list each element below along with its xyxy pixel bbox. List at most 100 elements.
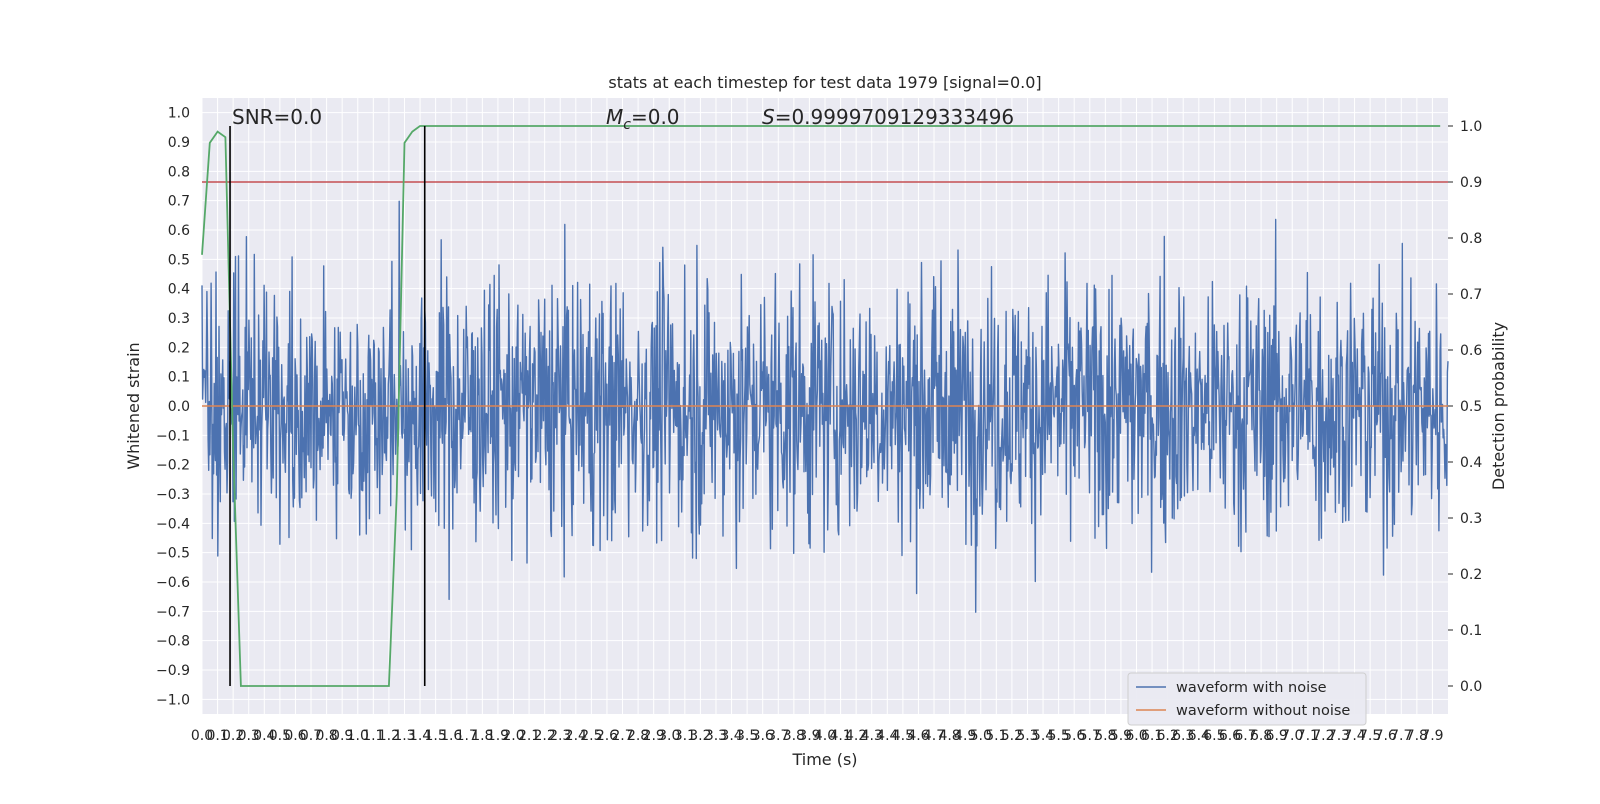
x-tick-label: 3.0 [658,728,680,744]
x-tick-label: 6.5 [1203,728,1225,744]
x-tick-label: 6.4 [1188,728,1210,744]
y-tick-label: 0.3 [168,311,190,327]
y-right-tick-label: 0.2 [1460,567,1482,583]
x-tick-label: 6.3 [1172,728,1194,744]
x-tick-label: 2.8 [627,728,649,744]
x-tick-label: 0.8 [315,728,337,744]
x-tick-label: 7.6 [1375,728,1397,744]
x-tick-label: 1.9 [487,728,509,744]
x-tick-label: 5.9 [1110,728,1132,744]
legend-label-clean: waveform without noise [1176,703,1350,719]
chirp-mass-annotation: Mc=0.0 [606,105,680,133]
x-tick-label: 2.2 [534,728,556,744]
x-tick-label: 2.7 [611,728,633,744]
y-tick-label: −0.4 [156,516,190,532]
x-tick-label: 7.8 [1406,728,1428,744]
chirp-mass-symbol: M [606,105,623,129]
y-right-tick-label: 1.0 [1460,119,1482,135]
x-tick-label: 3.3 [705,728,727,744]
x-tick-label: 0.5 [269,728,291,744]
chirp-mass-value: =0.0 [631,105,680,129]
y-tick-label: 1.0 [168,106,190,122]
x-tick-label: 4.1 [829,728,851,744]
x-tick-label: 5.5 [1047,728,1069,744]
x-tick-label: 2.4 [565,728,587,744]
score-value: =0.9999709129333496 [775,105,1014,129]
tick-layer: 0.00.10.20.30.40.50.60.70.80.91.01.11.21… [156,106,1482,744]
series-line-detection-probability [201,125,1441,687]
x-tick-label: 6.2 [1157,728,1179,744]
y-tick-label: 0.6 [168,223,190,239]
chart-title: stats at each timestep for test data 197… [608,73,1041,92]
y-right-tick-label: 0.4 [1460,455,1482,471]
x-tick-label: 3.2 [689,728,711,744]
legend-label-noise: waveform with noise [1176,680,1327,696]
x-tick-label: 3.4 [720,728,742,744]
score-annotation: S=0.9999709129333496 [762,105,1014,129]
x-tick-label: 0.2 [222,728,244,744]
y-axis-label: Whitened strain [124,342,143,469]
y-right-tick-label: 0.6 [1460,343,1482,359]
x-tick-label: 7.9 [1421,728,1443,744]
y-right-tick-label: 0.7 [1460,287,1482,303]
x-tick-label: 4.0 [814,728,836,744]
x-tick-label: 3.9 [798,728,820,744]
data-layer [201,125,1449,687]
x-tick-label: 3.1 [674,728,696,744]
x-tick-label: 5.3 [1016,728,1038,744]
y-tick-label: −0.7 [156,604,190,620]
x-tick-label: 5.4 [1032,728,1054,744]
legend-box [1127,672,1367,726]
x-tick-label: 1.6 [440,728,462,744]
x-tick-label: 0.9 [331,728,353,744]
x-tick-label: 5.1 [985,728,1007,744]
x-tick-label: 7.2 [1312,728,1334,744]
x-axis-label: Time (s) [791,750,857,769]
x-tick-label: 6.0 [1125,728,1147,744]
x-tick-label: 4.4 [876,728,898,744]
x-tick-label: 1.3 [393,728,415,744]
x-tick-label: 0.1 [206,728,228,744]
y-tick-label: 0.9 [168,135,190,151]
x-tick-label: 6.7 [1234,728,1256,744]
x-tick-label: 4.6 [907,728,929,744]
y-tick-label: 0.0 [168,399,190,415]
legend: waveform with noise waveform without noi… [1127,672,1367,726]
x-tick-label: 2.6 [596,728,618,744]
chirp-mass-subscript: c [623,117,631,133]
x-tick-label: 6.6 [1219,728,1241,744]
y-tick-label: 0.2 [168,340,190,356]
score-symbol: S [762,105,775,129]
x-tick-label: 2.5 [580,728,602,744]
x-tick-label: 5.8 [1094,728,1116,744]
x-tick-label: 2.9 [643,728,665,744]
x-tick-label: 7.5 [1359,728,1381,744]
x-tick-label: 5.6 [1063,728,1085,744]
y-tick-label: −0.3 [156,487,190,503]
x-tick-label: 3.8 [783,728,805,744]
x-tick-label: 3.6 [752,728,774,744]
x-tick-label: 4.7 [923,728,945,744]
y-right-tick-label: 0.3 [1460,511,1482,527]
x-tick-label: 7.7 [1390,728,1412,744]
x-tick-label: 1.4 [409,728,431,744]
y-right-tick-label: 0.9 [1460,175,1482,191]
x-tick-label: 1.8 [471,728,493,744]
x-tick-label: 0.7 [300,728,322,744]
y-right-tick-label: 0.0 [1460,679,1482,695]
x-tick-label: 0.6 [284,728,306,744]
snr-annotation: SNR=0.0 [232,105,322,129]
x-tick-label: 5.7 [1079,728,1101,744]
y-right-tick-label: 0.1 [1460,623,1482,639]
y-right-axis-label: Detection probability [1489,322,1508,490]
y-tick-label: −0.8 [156,634,190,650]
x-tick-label: 7.0 [1281,728,1303,744]
y-tick-label: −0.9 [156,663,190,679]
x-tick-label: 2.0 [502,728,524,744]
y-tick-label: −0.1 [156,428,190,444]
y-right-tick-label: 0.5 [1460,399,1482,415]
x-tick-label: 0.3 [238,728,260,744]
x-tick-label: 1.7 [456,728,478,744]
x-tick-label: 6.9 [1266,728,1288,744]
